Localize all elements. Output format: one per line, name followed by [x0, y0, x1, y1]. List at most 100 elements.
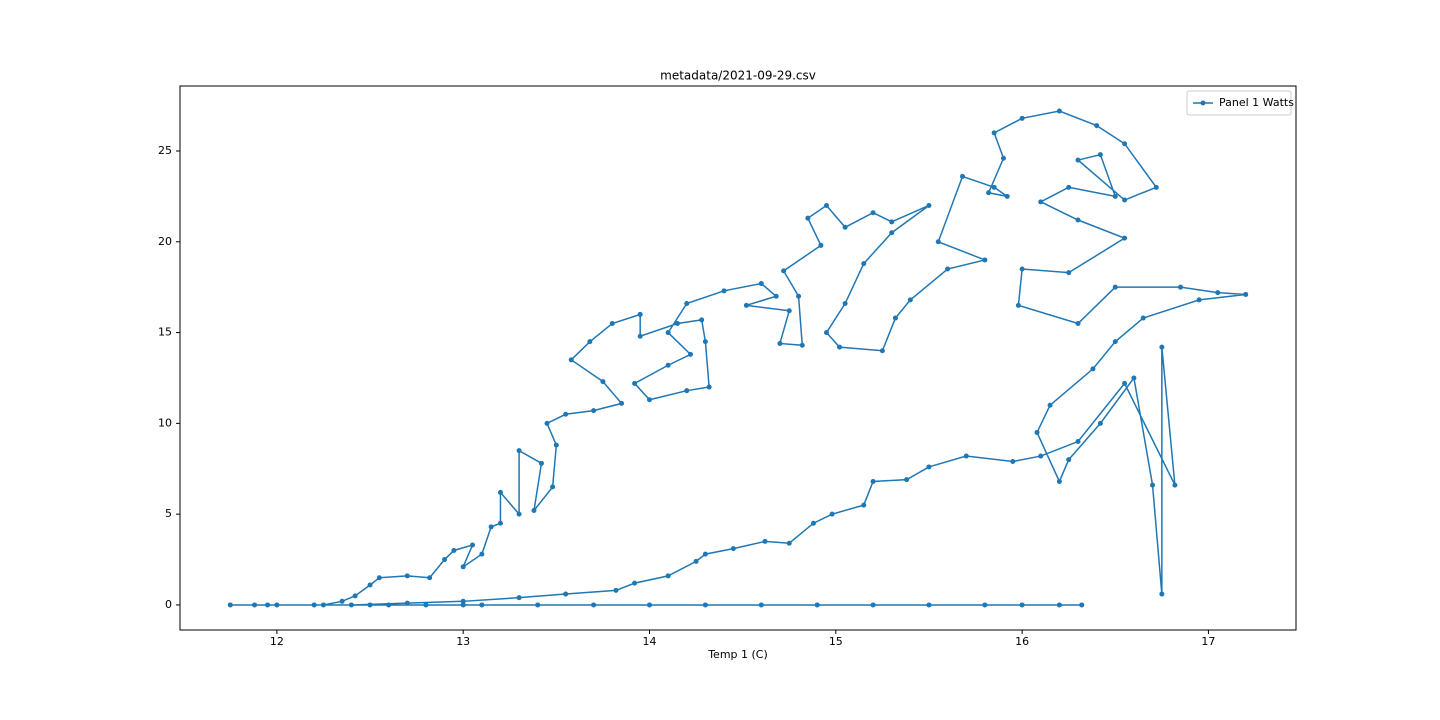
point — [799, 342, 805, 348]
point — [702, 551, 708, 557]
y-tick-label: 20 — [158, 235, 172, 248]
point — [1177, 284, 1183, 290]
point — [1243, 291, 1249, 297]
point — [1000, 155, 1006, 161]
point — [1122, 197, 1128, 203]
point — [986, 190, 992, 196]
point — [781, 268, 787, 274]
point — [619, 400, 625, 406]
point — [460, 598, 466, 604]
point — [879, 348, 885, 354]
point — [786, 540, 792, 546]
point — [786, 308, 792, 314]
point — [1075, 321, 1081, 327]
point — [386, 602, 392, 608]
point — [1153, 184, 1159, 190]
point — [348, 602, 354, 608]
point — [1159, 344, 1165, 350]
point — [479, 551, 485, 557]
point — [1038, 199, 1044, 205]
y-tick-label: 5 — [165, 507, 172, 520]
point — [1094, 123, 1100, 129]
point — [837, 344, 843, 350]
point — [516, 511, 522, 517]
point — [488, 524, 494, 530]
point — [637, 311, 643, 317]
point — [442, 557, 448, 563]
point — [687, 351, 693, 357]
point — [1066, 184, 1072, 190]
point — [1056, 108, 1062, 114]
point — [935, 239, 941, 245]
point — [1047, 402, 1053, 408]
point — [647, 602, 653, 608]
point — [1066, 270, 1072, 276]
point — [991, 130, 997, 136]
point — [376, 575, 382, 581]
point — [1019, 602, 1025, 608]
point — [600, 379, 606, 385]
point — [870, 210, 876, 216]
point — [926, 202, 932, 208]
point — [1122, 235, 1128, 241]
point — [470, 542, 476, 548]
point — [544, 420, 550, 426]
point — [1112, 339, 1118, 345]
point — [1097, 420, 1103, 426]
point — [265, 602, 271, 608]
point — [1010, 458, 1016, 464]
point — [1038, 453, 1044, 459]
point — [702, 339, 708, 345]
point — [427, 575, 433, 581]
point — [516, 595, 522, 601]
point — [1112, 284, 1118, 290]
point — [907, 297, 913, 303]
point — [702, 602, 708, 608]
point — [497, 520, 503, 526]
point — [1140, 315, 1146, 321]
point — [367, 582, 373, 588]
point — [1015, 302, 1021, 308]
point — [451, 547, 457, 553]
point — [818, 242, 824, 248]
point — [982, 257, 988, 263]
x-axis-label: Temp 1 (C) — [707, 648, 768, 661]
point — [553, 442, 559, 448]
point — [777, 340, 783, 346]
point — [1075, 439, 1081, 445]
point — [632, 380, 638, 386]
point — [889, 230, 895, 236]
point — [699, 317, 705, 323]
point — [743, 302, 749, 308]
point — [926, 464, 932, 470]
x-tick-label: 13 — [456, 635, 470, 648]
point — [1159, 591, 1165, 597]
point — [842, 301, 848, 307]
point — [758, 281, 764, 287]
point — [568, 357, 574, 363]
point — [960, 173, 966, 179]
plot-frame — [179, 85, 1297, 631]
point — [684, 301, 690, 307]
point — [870, 602, 876, 608]
point — [227, 602, 233, 608]
point — [814, 602, 820, 608]
point — [591, 602, 597, 608]
point — [339, 598, 345, 604]
point — [904, 477, 910, 483]
point — [538, 460, 544, 466]
point — [889, 219, 895, 225]
point — [842, 224, 848, 230]
point — [982, 602, 988, 608]
x-tick-label: 17 — [1201, 635, 1215, 648]
point — [637, 333, 643, 339]
point — [1075, 217, 1081, 223]
point — [823, 202, 829, 208]
point — [1090, 366, 1096, 372]
y-tick-label: 25 — [158, 144, 172, 157]
point — [665, 573, 671, 579]
point — [1122, 380, 1128, 386]
point — [805, 215, 811, 221]
